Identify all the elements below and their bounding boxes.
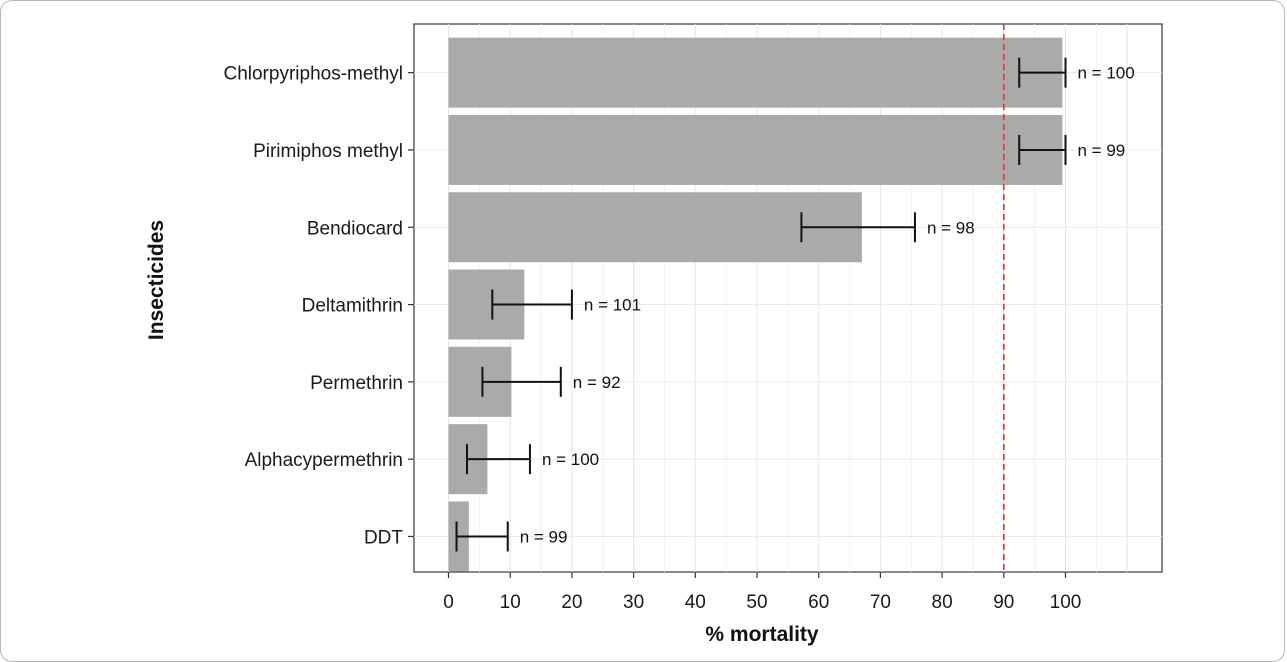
x-tick-label: 100 <box>1050 592 1082 613</box>
x-tick-label: 0 <box>443 592 454 613</box>
x-tick-label: 60 <box>808 592 829 613</box>
n-label: n = 92 <box>573 373 621 392</box>
n-label: n = 101 <box>584 296 641 315</box>
bar <box>448 37 1063 108</box>
category-label: Deltamithrin <box>302 296 403 317</box>
category-label: DDT <box>364 527 403 548</box>
x-tick-label: 50 <box>746 592 767 613</box>
category-label: Bendiocard <box>307 218 403 239</box>
y-axis-labels: Chlorpyriphos-methyl Pirimiphos methyl Ben… <box>223 64 414 548</box>
bar <box>448 192 862 263</box>
x-tick-label: 80 <box>932 592 953 613</box>
category-label: Alphacypermethrin <box>245 450 403 471</box>
x-tick-label: 40 <box>685 592 706 613</box>
x-tick-label: 90 <box>993 592 1014 613</box>
category-label: Permethrin <box>310 373 403 394</box>
n-label: n = 98 <box>927 218 975 237</box>
x-axis-ticks: 0 10 20 30 40 50 60 70 80 90 100 <box>443 572 1081 613</box>
category-label: Pirimiphos methyl <box>253 141 403 162</box>
x-tick-label: 70 <box>870 592 891 613</box>
y-axis-title: Insecticides <box>145 220 168 340</box>
x-axis-title: % mortality <box>705 623 819 646</box>
x-tick-label: 20 <box>561 592 582 613</box>
x-tick-label: 30 <box>623 592 644 613</box>
n-label: n = 100 <box>542 450 599 469</box>
n-labels-group: n = 100 n = 99 n = 98 n = 101 n = 92 n = 100 n… <box>520 64 1135 547</box>
category-label: Chlorpyriphos-methyl <box>223 64 403 85</box>
bar <box>448 114 1063 185</box>
error-bars-group <box>455 57 1067 552</box>
bars-group <box>448 37 1063 572</box>
n-label: n = 99 <box>1078 141 1126 160</box>
x-tick-label: 10 <box>500 592 521 613</box>
n-label: n = 99 <box>520 527 568 546</box>
n-label: n = 100 <box>1078 64 1135 83</box>
